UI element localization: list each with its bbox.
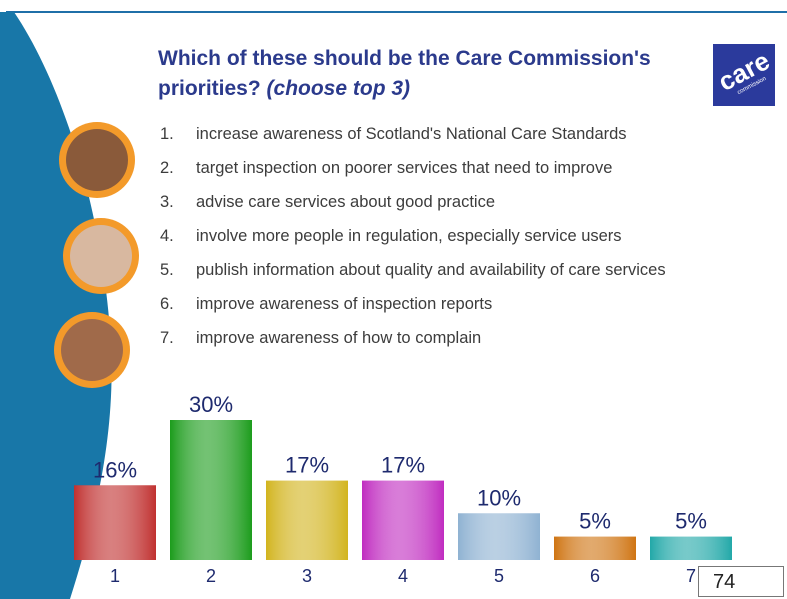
list-item: 2. target inspection on poorer services t… xyxy=(160,156,760,180)
list-item: 7. improve awareness of how to complain xyxy=(160,326,760,350)
value-label: 30% xyxy=(189,392,233,417)
list-item: 4. involve more people in regulation, esp… xyxy=(160,224,760,248)
item-number: 2. xyxy=(160,159,174,177)
face xyxy=(70,225,132,287)
category-label: 1 xyxy=(110,566,120,586)
list-item: 5. publish information about quality and … xyxy=(160,258,760,282)
value-label: 16% xyxy=(93,457,137,482)
value-label: 17% xyxy=(285,453,329,478)
side-arc xyxy=(0,12,112,599)
category-label: 6 xyxy=(590,566,600,586)
item-number: 5. xyxy=(160,261,174,279)
item-text: target inspection on poorer services tha… xyxy=(196,159,613,177)
item-text: publish information about quality and av… xyxy=(196,261,666,279)
item-number: 1. xyxy=(160,125,174,143)
bar-sheen xyxy=(650,536,732,560)
item-text: improve awareness of how to complain xyxy=(196,329,482,347)
item-number: 7. xyxy=(160,329,174,347)
bar-sheen xyxy=(362,480,444,560)
bar-sheen xyxy=(170,420,252,560)
category-label: 2 xyxy=(206,566,216,586)
item-text: advise care services about good practice xyxy=(196,193,495,211)
bar-sheen xyxy=(458,513,540,560)
item-number: 4. xyxy=(160,227,174,245)
title-block: Which of these should be the Care Commis… xyxy=(158,44,678,104)
value-label: 5% xyxy=(675,509,707,534)
item-text: increase awareness of Scotland's Nationa… xyxy=(196,125,627,143)
item-number: 6. xyxy=(160,295,174,313)
face xyxy=(66,129,128,191)
item-number: 3. xyxy=(160,193,174,211)
face xyxy=(61,319,123,381)
bar-sheen xyxy=(554,536,636,560)
title: Which of these should be the Care Commis… xyxy=(158,47,651,100)
bar-sheen xyxy=(266,480,348,560)
value-label: 10% xyxy=(477,485,521,510)
bars: 16% 1 30% 2 17% 3 17% 4 10% 5 5% 6 5% 7 xyxy=(74,392,732,586)
category-label: 3 xyxy=(302,566,312,586)
value-label: 5% xyxy=(579,509,611,534)
category-label: 7 xyxy=(686,566,696,586)
list-item: 3. advise care services about good practi… xyxy=(160,190,760,214)
category-label: 4 xyxy=(398,566,408,586)
value-label: 17% xyxy=(381,453,425,478)
logo: care commission xyxy=(713,44,775,106)
priority-list: 1. increase awareness of Scotland's Natio… xyxy=(160,122,760,360)
bar-sheen xyxy=(74,485,156,560)
list-item: 1. increase awareness of Scotland's Natio… xyxy=(160,122,760,146)
list-item: 6. improve awareness of inspection report… xyxy=(160,292,760,316)
faces xyxy=(54,122,139,388)
subtitle: (choose top 3) xyxy=(266,77,411,100)
item-text: involve more people in regulation, espec… xyxy=(196,227,622,245)
page-number: 74 xyxy=(698,566,784,597)
item-text: improve awareness of inspection reports xyxy=(196,295,493,313)
category-label: 5 xyxy=(494,566,504,586)
